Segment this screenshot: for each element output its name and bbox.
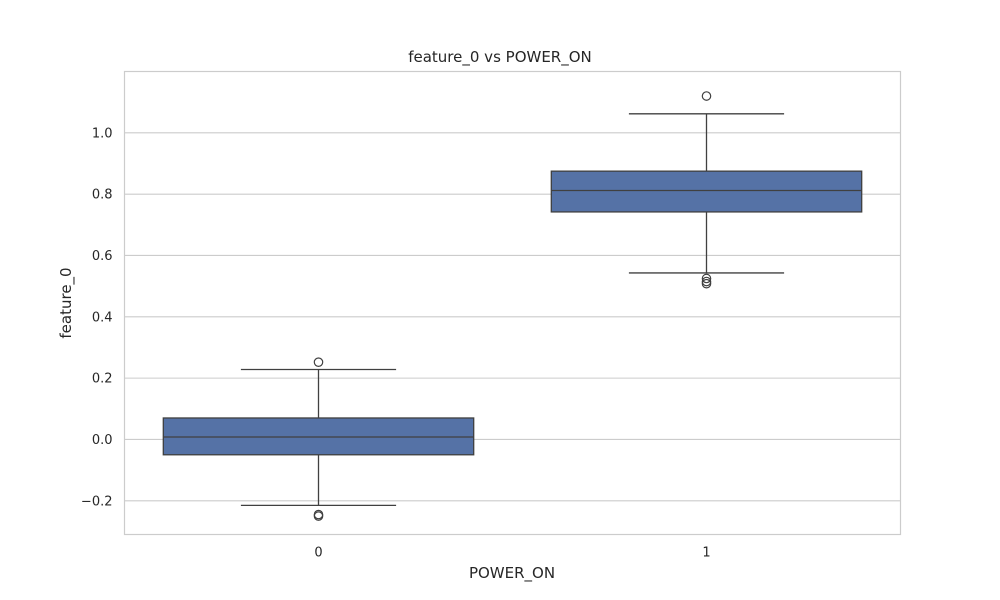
- outlier-point: [701, 278, 712, 289]
- plot-frame: [123, 70, 902, 536]
- y-tick-label: 1.0: [92, 126, 113, 141]
- outlier-point: [701, 91, 712, 101]
- y-tick-label: 0.0: [92, 433, 113, 448]
- y-tick-label: 0.6: [92, 249, 113, 264]
- boxes: [162, 91, 863, 521]
- x-axis-label: POWER_ON: [468, 564, 556, 582]
- y-tick-label: 0.2: [92, 372, 113, 387]
- y-tick-label: 0.4: [92, 310, 113, 325]
- outlier-point: [701, 273, 712, 284]
- outlier-point: [313, 357, 324, 367]
- y-tick-label: 0.8: [92, 188, 113, 203]
- y-tick-label: −0.2: [81, 494, 113, 509]
- y-tick-labels: −0.2 0.0 0.2 0.4 0.6 0.8 1.0: [81, 126, 113, 509]
- x-tick-label: 0: [314, 546, 322, 561]
- box-iqr: [550, 170, 863, 213]
- x-tick-label: 1: [702, 546, 710, 561]
- outlier-point: [313, 511, 324, 521]
- chart-title: feature_0 vs POWER_ON: [408, 48, 592, 66]
